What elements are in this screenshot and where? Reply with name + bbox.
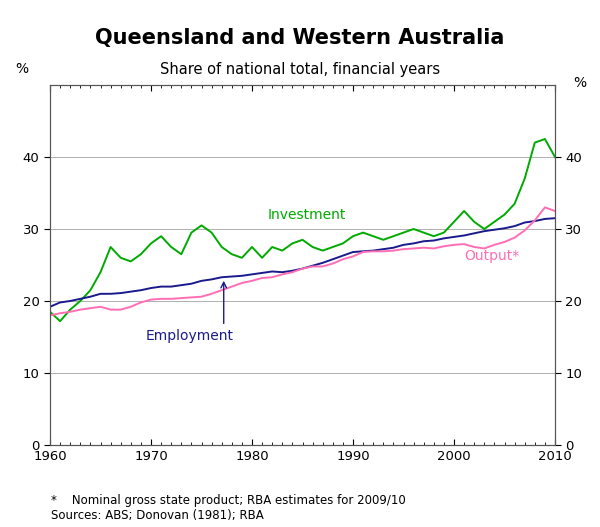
Text: Investment: Investment bbox=[267, 208, 346, 221]
Y-axis label: %: % bbox=[574, 76, 587, 90]
Text: Queensland and Western Australia: Queensland and Western Australia bbox=[95, 28, 505, 48]
Text: *    Nominal gross state product; RBA estimates for 2009/10: * Nominal gross state product; RBA estim… bbox=[51, 494, 406, 507]
Text: Sources: ABS; Donovan (1981); RBA: Sources: ABS; Donovan (1981); RBA bbox=[51, 509, 264, 522]
Text: Employment: Employment bbox=[146, 328, 234, 343]
Text: Share of national total, financial years: Share of national total, financial years bbox=[160, 62, 440, 77]
Text: Output*: Output* bbox=[464, 249, 520, 264]
Y-axis label: %: % bbox=[16, 62, 29, 76]
